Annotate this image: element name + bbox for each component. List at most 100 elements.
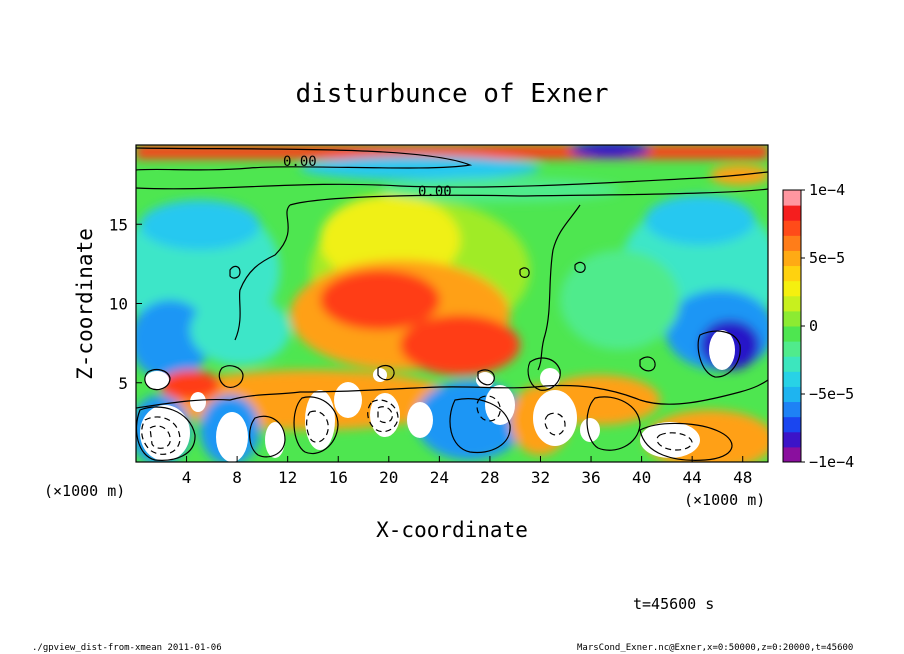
x-tick-label: 24 [430,468,449,487]
contour-line [293,396,339,455]
field-region [160,370,220,400]
colorbar-segment [783,280,801,297]
colorbar-segment [783,386,801,403]
colorbar-segment [783,295,801,312]
heatmap-field [136,145,768,462]
contour-line [234,204,291,341]
colorbar-segment [783,205,801,221]
chart-title: disturbunce of Exner [295,79,608,109]
y-tick-label: 10 [109,295,128,314]
footer-left: ./gpview_dist-from-xmean 2011-01-06 [32,643,222,653]
contour-line-negative [141,416,181,455]
contour-line-negative [476,395,501,422]
field-white-region [533,390,577,446]
contour-line [136,406,196,461]
contour-line [218,365,244,388]
x-tick-label: 20 [379,468,398,487]
field-white-region [216,412,248,462]
x-tick-label: 44 [683,468,702,487]
x-tick-label: 40 [632,468,651,487]
colorbar-tick-label: 0 [809,317,818,335]
field-white-region [709,330,735,370]
contour-line-negative [149,425,171,449]
x-tick-label: 32 [531,468,550,487]
contour-line [477,369,495,386]
contour-line [449,398,511,454]
colorbar-segment [783,401,801,418]
contour-line-negative [544,412,566,436]
colorbar-segment [783,431,801,448]
x-tick-label: 36 [581,468,600,487]
contour-line [639,422,733,461]
contour-line [697,330,741,378]
field-white-region [334,382,362,418]
colorbar-tick-label: 1e−4 [809,181,845,199]
contour-line [377,364,395,381]
colorbar-segment [783,446,801,463]
field-region [560,250,680,350]
y-axis: 5 10 15 [109,215,142,393]
colorbar-segment [783,235,801,251]
colorbar-segment [783,416,801,433]
colorbar-segment [783,220,801,236]
x-axis: 4 8 12 16 20 24 28 32 36 40 44 48 [182,456,752,487]
x-tick-label: 16 [329,468,348,487]
x-unit-label: (×1000 m) [44,482,125,500]
field-region [320,270,440,330]
y-tick-label: 15 [109,215,128,234]
colorbar-segment [783,326,801,342]
contour-line [229,265,241,279]
contour-line [574,261,586,273]
contour-line [136,171,768,190]
x-tick-label: 12 [278,468,297,487]
contour-line-negative [377,406,393,424]
colorbar-segment [783,356,801,372]
field-white-region [305,390,335,450]
contour-line [519,267,530,278]
colorbar-segment [783,190,801,206]
field-region [570,145,650,158]
contour-line [537,204,581,371]
contour-line [136,385,546,409]
contour-line [136,147,473,171]
field-region [645,195,755,245]
field-white-region [407,402,433,438]
contour-line [544,379,768,405]
field-white-region [640,422,700,458]
field-white-region [145,371,169,389]
contour-line [144,368,171,391]
x-axis-label: X-coordinate [376,518,528,542]
contour-line [289,188,768,206]
colorbar-tick-label: −1e−4 [809,453,854,471]
y-axis-label: Z-coordinate [73,228,97,380]
x-unit-label-right: (×1000 m) [684,491,765,509]
time-annotation: t=45600 s [633,595,714,613]
contour-line-negative [367,399,399,433]
y-tick-label: 5 [118,374,128,393]
field-white-region [190,392,206,412]
colorbar-segment [783,250,801,267]
contour-line [527,357,561,391]
field-region [190,295,290,365]
x-tick-label: 48 [733,468,752,487]
contour-label: 0.00 [418,184,452,200]
contour-line [586,396,641,451]
contour-line [249,415,286,458]
x-tick-label: 28 [480,468,499,487]
field-white-region [370,393,400,437]
field-region [400,315,520,375]
field-region [140,200,260,250]
field-white-region [140,405,190,461]
contour-line [639,356,656,372]
contour-line-negative [306,410,329,443]
contour-lines [136,147,768,461]
contour-label: 0.00 [283,154,317,170]
footer-right: MarsCond_Exner.nc@Exner,x=0:50000,z=0:20… [577,643,853,653]
contour-line-negative [656,432,693,451]
field-white-region [265,422,285,458]
colorbar-segment [783,341,801,357]
x-tick-label: 8 [232,468,242,487]
colorbar-tick-label: −5e−5 [809,385,854,403]
field-white-region [373,368,387,382]
